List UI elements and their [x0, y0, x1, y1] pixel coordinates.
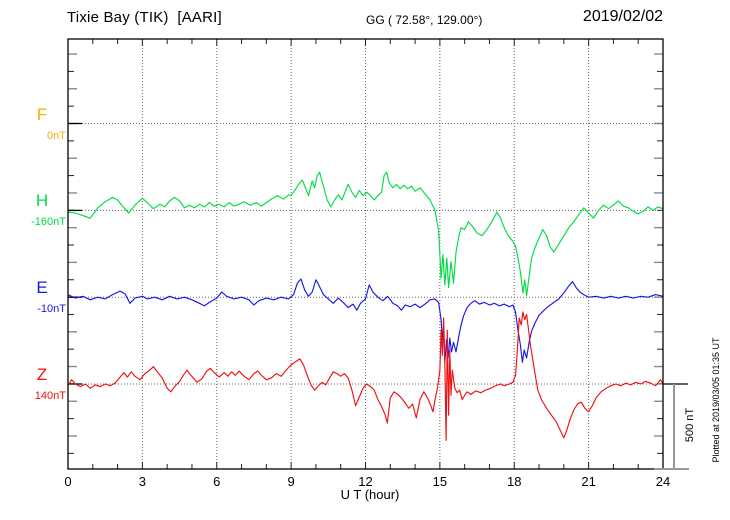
trace-H	[67, 171, 664, 297]
x-tick-label-12: 12	[358, 474, 373, 489]
trace-Z	[67, 311, 664, 441]
x-tick-label-21: 21	[581, 474, 596, 489]
plotted-at-note: Plotted at 2019/03/05 01:35 UT	[711, 337, 721, 463]
baseline-value-label-Z: 140nT	[34, 390, 66, 402]
baseline-value-label-H: -160nT	[31, 216, 66, 229]
x-tick-label-15: 15	[432, 474, 448, 489]
scale-bar-label: 500 nT	[684, 407, 696, 443]
x-tick-label-24: 24	[655, 474, 671, 489]
x-tick-label-6: 6	[213, 474, 221, 489]
component-label-E: E	[36, 278, 48, 298]
geographic-coordinates: GG ( 72.58°, 129.00°)	[366, 13, 483, 27]
component-label-F: F	[36, 104, 48, 124]
x-axis-label: U T (hour)	[340, 487, 400, 502]
trace-E	[67, 278, 664, 363]
component-label-H: H	[35, 191, 49, 211]
x-tick-label-18: 18	[507, 474, 522, 489]
baseline-value-label-E: -10nT	[37, 303, 66, 316]
component-label-Z: Z	[36, 365, 48, 384]
x-tick-label-0: 0	[64, 474, 72, 489]
x-tick-label-9: 9	[287, 474, 295, 489]
baseline-value-label-F: 0nT	[47, 129, 66, 142]
page-title: Tixie Bay (TIK) [AARI]	[67, 9, 222, 26]
x-tick-label-3: 3	[138, 474, 146, 489]
observation-date: 2019/02/02	[582, 8, 663, 25]
plot-frame	[67, 38, 664, 470]
